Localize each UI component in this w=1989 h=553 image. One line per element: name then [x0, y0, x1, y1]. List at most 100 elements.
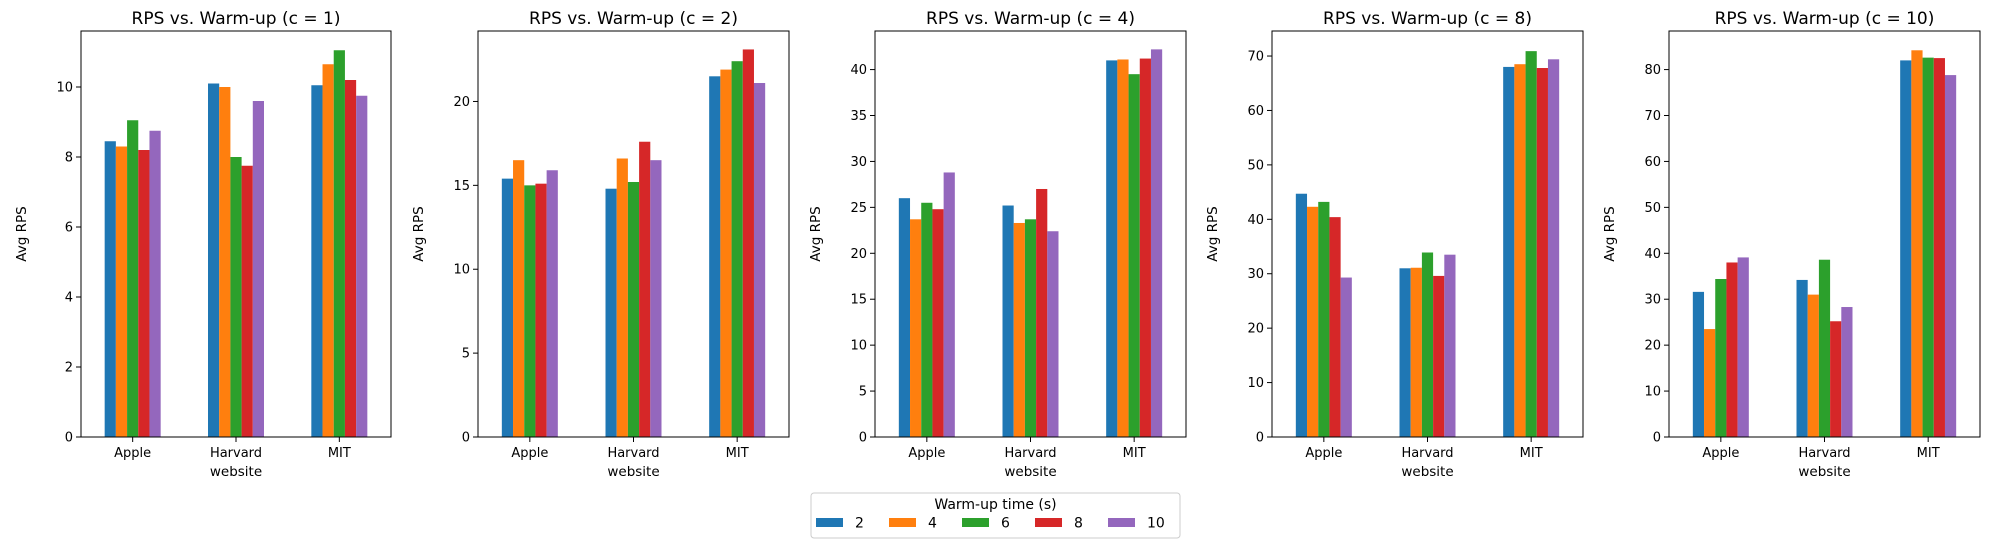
y-tick-label: 10: [850, 339, 867, 354]
bar-apple-10: [149, 130, 161, 437]
bar-mit-10: [1547, 59, 1560, 438]
bar-apple-8: [535, 183, 547, 437]
y-tick-label: 35: [850, 109, 867, 124]
y-tick-label: 4: [65, 291, 73, 306]
bar-harvard-6: [230, 157, 242, 437]
y-axis-label: Avg RPS: [1602, 206, 1618, 261]
chart-title: RPS vs. Warm-up (c = 8): [1323, 9, 1532, 29]
bar-apple-2: [501, 178, 514, 437]
x-tick-label: Apple: [511, 446, 548, 461]
y-tick-label: 30: [1644, 293, 1661, 308]
bar-harvard-10: [1444, 254, 1456, 437]
bar-apple-10: [1737, 257, 1749, 437]
y-tick-label: 0: [462, 431, 470, 446]
x-axis-label: website: [210, 464, 262, 480]
bar-harvard-6: [1024, 219, 1037, 437]
y-tick-label: 10: [1247, 376, 1264, 391]
bar-mit-4: [720, 69, 732, 437]
x-tick-label: Apple: [114, 446, 151, 461]
bar-harvard-10: [252, 101, 264, 437]
y-tick-label: 40: [1247, 213, 1264, 228]
y-tick-label: 20: [1644, 339, 1661, 354]
chart-panel-5: 0 10 20 30 40 50 60 70 80 Apple Harvard MIT RPS vs. …: [1602, 9, 1981, 480]
bar-harvard-2: [1399, 268, 1411, 437]
y-axis-label: Avg RPS: [411, 206, 427, 261]
y-axis-label: Avg RPS: [14, 206, 30, 261]
bar-harvard-4: [1807, 294, 1819, 437]
y-tick-label: 30: [850, 155, 867, 170]
bar-apple-10: [1340, 277, 1352, 437]
y-tick-label: 10: [453, 263, 470, 278]
bar-apple-8: [932, 209, 944, 437]
x-axis-label: website: [1401, 464, 1453, 480]
bar-harvard-6: [627, 181, 640, 437]
x-tick-label: Harvard: [210, 446, 262, 461]
y-tick-label: 25: [850, 201, 867, 216]
bar-mit-2: [311, 85, 323, 437]
bar-apple-4: [513, 160, 525, 437]
y-tick-label: 5: [462, 347, 470, 362]
bar-harvard-6: [1818, 259, 1831, 437]
bar-harvard-2: [1796, 279, 1808, 437]
y-axis-label: Avg RPS: [1205, 206, 1221, 261]
y-tick-label: 8: [65, 151, 73, 166]
bar-harvard-2: [605, 188, 617, 437]
bar-mit-6: [333, 50, 345, 437]
bar-mit-6: [1525, 51, 1537, 437]
legend-label-10: 10: [1147, 516, 1165, 532]
y-tick-label: 30: [1247, 267, 1264, 282]
legend-label-6: 6: [1001, 516, 1010, 532]
bar-harvard-10: [650, 160, 662, 437]
y-tick-label: 0: [1256, 431, 1264, 446]
x-tick-label: MIT: [1917, 446, 1940, 461]
x-tick-label: Harvard: [607, 446, 659, 461]
bar-apple-4: [910, 219, 922, 437]
x-axis-label: website: [1004, 464, 1056, 480]
bar-mit-10: [1150, 49, 1163, 438]
bar-apple-6: [127, 120, 139, 437]
y-tick-label: 0: [1653, 431, 1661, 446]
legend-swatch-10: [1108, 518, 1135, 527]
bar-apple-8: [1329, 217, 1341, 437]
x-tick-label: MIT: [328, 446, 351, 461]
bar-mit-4: [1514, 64, 1526, 437]
y-tick-label: 60: [1644, 155, 1661, 170]
bar-mit-10: [356, 95, 368, 437]
chart-title: RPS vs. Warm-up (c = 1): [132, 9, 341, 29]
bar-apple-10: [943, 172, 955, 437]
bar-harvard-4: [219, 87, 231, 437]
bar-mit-4: [322, 64, 334, 437]
bar-harvard-4: [616, 158, 628, 437]
chart-panel-2: 0 5 10 15 20 Apple Harvard MIT RPS vs. Warm-up (…: [411, 9, 790, 480]
y-tick-label: 40: [850, 63, 867, 78]
y-tick-label: 5: [859, 385, 867, 400]
y-tick-label: 50: [1247, 158, 1264, 173]
bar-mit-6: [1128, 74, 1140, 438]
chart-title: RPS vs. Warm-up (c = 4): [926, 9, 1135, 29]
y-tick-label: 70: [1644, 109, 1661, 124]
x-tick-label: Apple: [908, 446, 945, 461]
bar-harvard-8: [1036, 188, 1048, 437]
x-tick-label: Apple: [1305, 446, 1342, 461]
y-tick-label: 0: [859, 431, 867, 446]
y-tick-label: 15: [453, 179, 470, 194]
y-tick-label: 6: [65, 221, 73, 236]
legend-label-4: 4: [928, 516, 937, 532]
x-axis-label: website: [607, 464, 659, 480]
y-tick-label: 50: [1644, 201, 1661, 216]
bar-apple-4: [1704, 329, 1716, 437]
chart-title: RPS vs. Warm-up (c = 2): [529, 9, 738, 29]
bar-mit-2: [1106, 60, 1118, 437]
bar-mit-8: [1139, 58, 1151, 438]
bar-harvard-10: [1841, 307, 1853, 437]
y-tick-label: 70: [1247, 50, 1264, 65]
chart-panel-1: 0 2 4 6 8 10 Apple Harvard MIT RPS vs. Warm-up (c…: [14, 9, 392, 480]
legend-swatch-2: [816, 518, 843, 527]
y-tick-label: 10: [56, 81, 73, 96]
bar-mit-10: [753, 83, 766, 437]
bar-mit-6: [1922, 57, 1934, 437]
bar-mit-8: [1536, 68, 1548, 437]
legend-title: Warm-up time (s): [934, 497, 1056, 513]
